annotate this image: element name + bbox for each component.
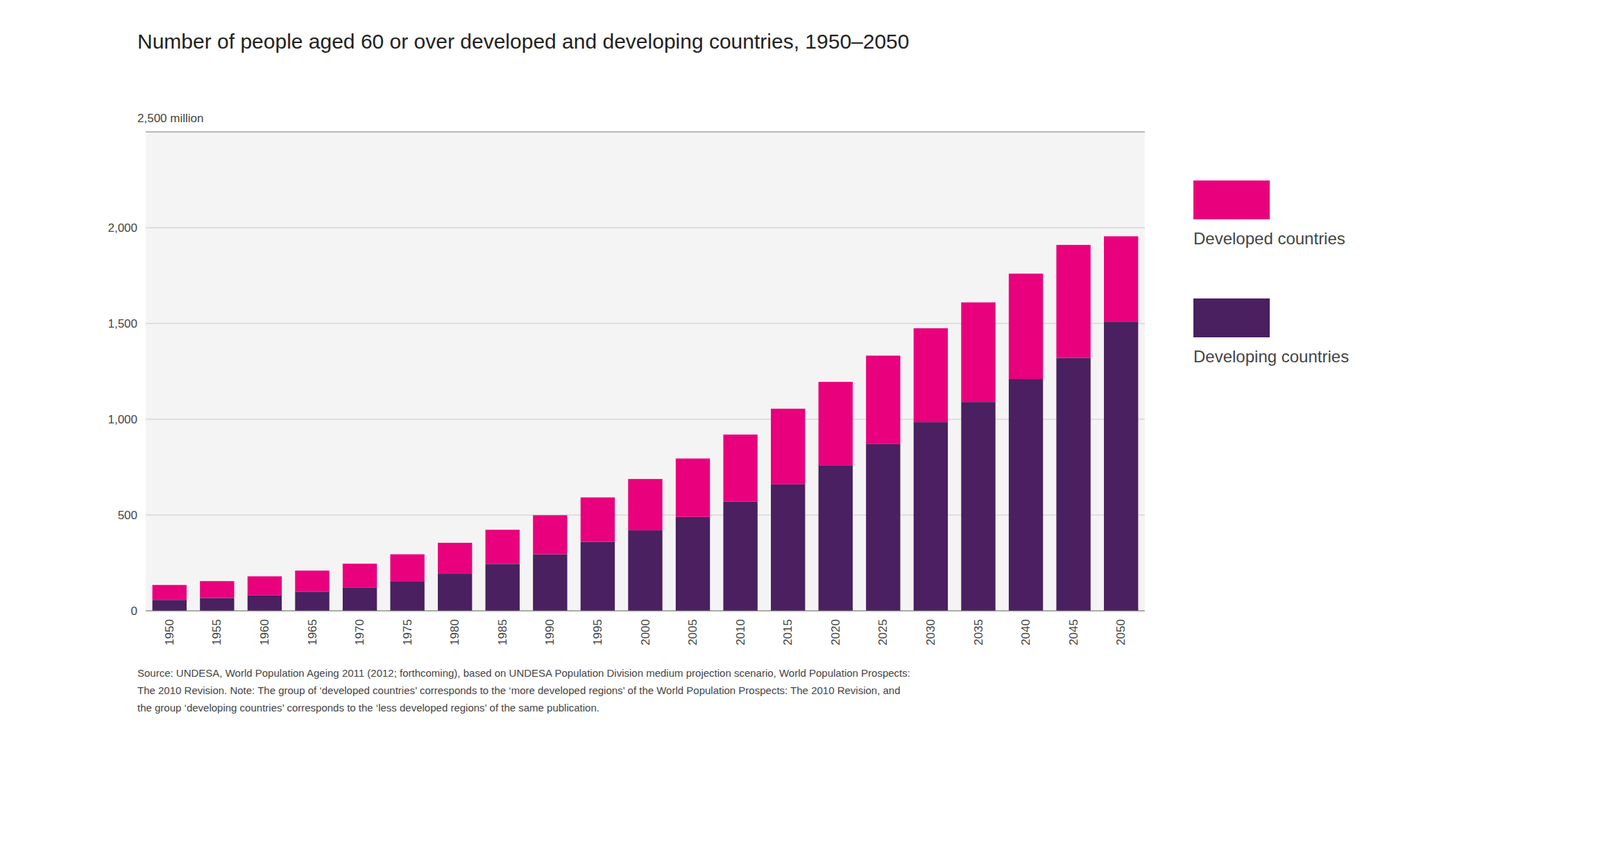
bar <box>247 575 282 595</box>
bar <box>1103 321 1138 611</box>
bar <box>770 484 805 611</box>
bar <box>485 529 520 564</box>
x-tick-label: 1995 <box>591 618 605 646</box>
bar <box>913 421 948 611</box>
legend-swatch <box>1193 298 1270 338</box>
x-tick-label: 2035 <box>972 618 986 646</box>
title: Number of people aged 60 or over develop… <box>137 29 910 53</box>
bars <box>152 235 1139 611</box>
legend-swatch <box>1193 180 1270 220</box>
x-tick-label: 2050 <box>1114 618 1128 646</box>
x-tick-label: 2000 <box>639 618 653 646</box>
bar <box>437 542 472 574</box>
bar <box>627 530 662 611</box>
bar <box>342 563 377 587</box>
bar <box>960 401 995 611</box>
legend-label: Developed countries <box>1193 228 1346 248</box>
x-tick-label: 2030 <box>924 618 938 646</box>
bar <box>389 554 424 582</box>
source-line: The 2010 Revision. Note: The group of ‘d… <box>137 684 901 696</box>
y-axis-label: 2,500 million <box>137 111 204 125</box>
bar <box>152 599 187 611</box>
legend-label: Developing countries <box>1193 346 1349 366</box>
x-tick-label: 2020 <box>829 618 843 646</box>
bar <box>818 381 853 465</box>
y-tick-label: 0 <box>131 604 138 618</box>
y-tick-label: 1,000 <box>107 412 138 427</box>
bar <box>818 464 853 611</box>
bar <box>722 501 757 611</box>
x-tick-label: 1950 <box>163 618 177 646</box>
x-tick-label: 1955 <box>210 618 224 646</box>
x-tick-label: 1960 <box>258 618 272 646</box>
bar <box>675 516 710 611</box>
bar <box>770 408 805 485</box>
bar <box>1056 244 1091 359</box>
bar <box>389 580 424 611</box>
bar <box>1008 378 1043 611</box>
source-note: Source: UNDESA, World Population Ageing … <box>137 666 911 714</box>
x-tick-label: 2010 <box>734 618 748 646</box>
bar <box>532 514 567 554</box>
grid-line <box>145 227 1145 229</box>
bar <box>580 541 615 611</box>
bar <box>294 591 329 611</box>
bar <box>247 594 282 611</box>
bar <box>342 586 377 611</box>
bar <box>913 328 948 422</box>
x-tick-label: 1980 <box>448 618 462 646</box>
bar <box>627 478 662 531</box>
bar <box>294 570 329 592</box>
legend: Developed countries Developing countries <box>1193 180 1349 366</box>
y-tick-label: 1,500 <box>107 317 138 331</box>
bar <box>199 598 234 611</box>
y-tick-label: 2,000 <box>107 221 138 235</box>
bar <box>1056 358 1091 611</box>
x-tick-label: 1965 <box>305 618 320 646</box>
bar <box>152 584 187 601</box>
source-line: Source: UNDESA, World Population Ageing … <box>137 666 911 679</box>
grid <box>145 227 1145 611</box>
chart: Number of people aged 60 or over develop… <box>0 0 1600 860</box>
bar <box>580 497 615 542</box>
y-tick-label: 500 <box>117 508 138 522</box>
x-tick-label: 2040 <box>1019 618 1033 646</box>
x-tick-label: 2005 <box>686 618 700 646</box>
bar <box>199 580 234 598</box>
bar <box>960 302 995 403</box>
x-tick-label: 1990 <box>543 618 557 646</box>
x-tick-label: 2025 <box>876 618 890 646</box>
plot-area <box>145 131 1145 611</box>
x-tick-label: 1985 <box>496 618 510 646</box>
x-tick-label: 2045 <box>1067 618 1081 646</box>
bar <box>437 573 472 611</box>
bar <box>485 563 520 611</box>
x-tick-label: 1975 <box>401 618 415 646</box>
x-axis-line <box>145 609 1145 611</box>
source-line: the group ‘developing countries’ corresp… <box>137 701 600 714</box>
bar <box>865 355 900 445</box>
bar <box>532 554 567 611</box>
x-tick-label: 1970 <box>353 618 367 646</box>
bar <box>675 458 710 517</box>
top-axis-line <box>145 131 1145 132</box>
bar <box>1008 273 1043 379</box>
bar <box>1103 235 1138 322</box>
bar <box>722 434 757 502</box>
grid-line <box>145 610 1145 612</box>
bar <box>865 444 900 611</box>
x-tick-label: 2015 <box>781 618 795 646</box>
